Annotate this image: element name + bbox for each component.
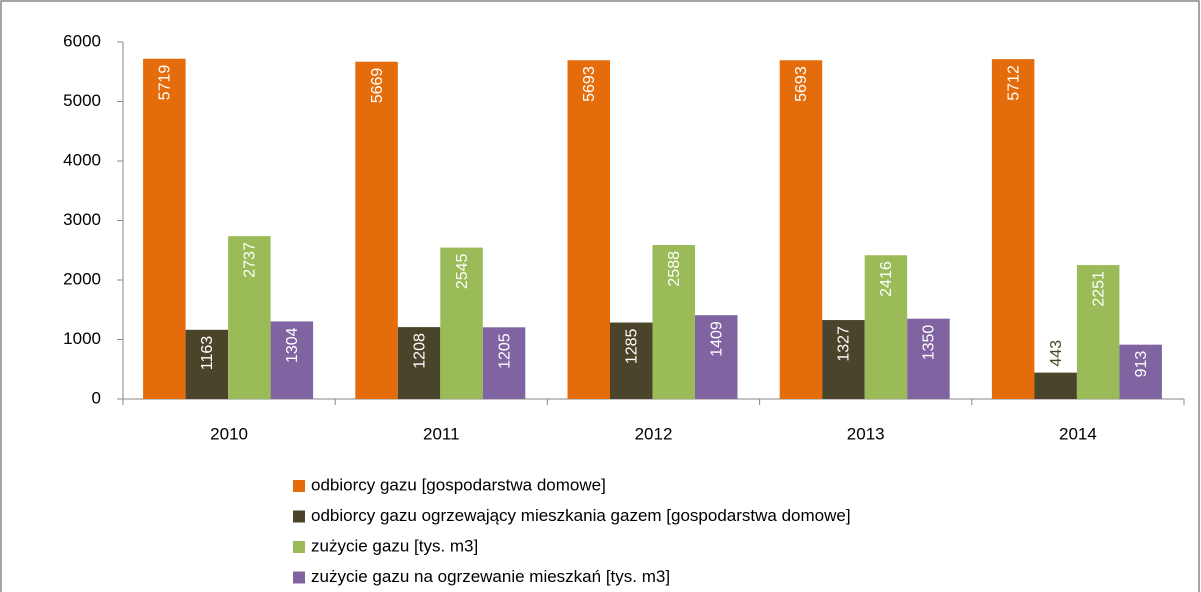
bar [185, 329, 229, 399]
y-tick-label: 1000 [63, 329, 101, 348]
value-label: 1163 [199, 336, 216, 371]
bar [567, 60, 610, 399]
bar [907, 318, 950, 399]
bar [610, 322, 653, 399]
value-label: 913 [1133, 351, 1150, 378]
legend-label: odbiorcy gazu ogrzewający mieszkania gaz… [311, 506, 851, 525]
value-label: 1327 [836, 326, 853, 362]
value-label: 2416 [878, 261, 895, 297]
value-label: 1409 [708, 321, 725, 357]
bar [991, 59, 1035, 400]
value-label: 2737 [242, 242, 259, 278]
value-label: 2545 [454, 253, 471, 289]
bar [440, 247, 483, 399]
value-label: 2588 [666, 251, 683, 287]
y-tick-label: 0 [92, 388, 101, 407]
bar [228, 236, 271, 399]
value-label: 1205 [496, 333, 513, 369]
legend-label: zużycie gazu [tys. m3] [311, 536, 478, 555]
y-tick-label: 3000 [63, 210, 101, 229]
x-tick-label: 2011 [423, 424, 460, 443]
bar [397, 327, 441, 399]
legend-swatch [293, 510, 305, 523]
legend-swatch [293, 480, 305, 492]
value-label: 1208 [411, 333, 428, 369]
bar [482, 327, 526, 399]
bar [143, 58, 186, 399]
bar [822, 320, 865, 399]
bar [652, 245, 695, 399]
value-label: 5669 [369, 68, 386, 104]
legend-swatch [293, 571, 305, 584]
y-tick-label: 4000 [63, 150, 101, 169]
legend-label: zużycie gazu na ogrzewanie mieszkań [tys… [311, 567, 670, 586]
y-tick-label: 5000 [63, 91, 101, 110]
bar [1119, 344, 1162, 399]
legend-label: odbiorcy gazu [gospodarstwa domowe] [311, 475, 606, 494]
value-label: 5693 [793, 66, 810, 102]
y-tick-label: 6000 [63, 31, 101, 50]
value-label: 1304 [284, 327, 301, 363]
bar [695, 315, 738, 399]
value-label: 1350 [921, 325, 938, 361]
value-label: 5693 [581, 66, 598, 102]
bar [1076, 265, 1120, 399]
bar [864, 255, 908, 399]
bar [779, 60, 823, 399]
value-label: 1285 [623, 328, 640, 364]
bar [355, 61, 398, 400]
value-label: 5719 [157, 65, 174, 101]
bar [1034, 372, 1077, 399]
y-tick-label: 2000 [63, 269, 101, 288]
x-tick-label: 2014 [1059, 424, 1097, 443]
x-tick-label: 2010 [210, 424, 248, 443]
value-label: 443 [1048, 340, 1065, 367]
value-label: 2251 [1090, 271, 1107, 307]
x-tick-label: 2013 [847, 424, 885, 443]
x-tick-label: 2012 [635, 424, 673, 443]
value-label: 5712 [1005, 65, 1022, 101]
bar [270, 321, 314, 399]
legend-swatch [293, 541, 305, 553]
